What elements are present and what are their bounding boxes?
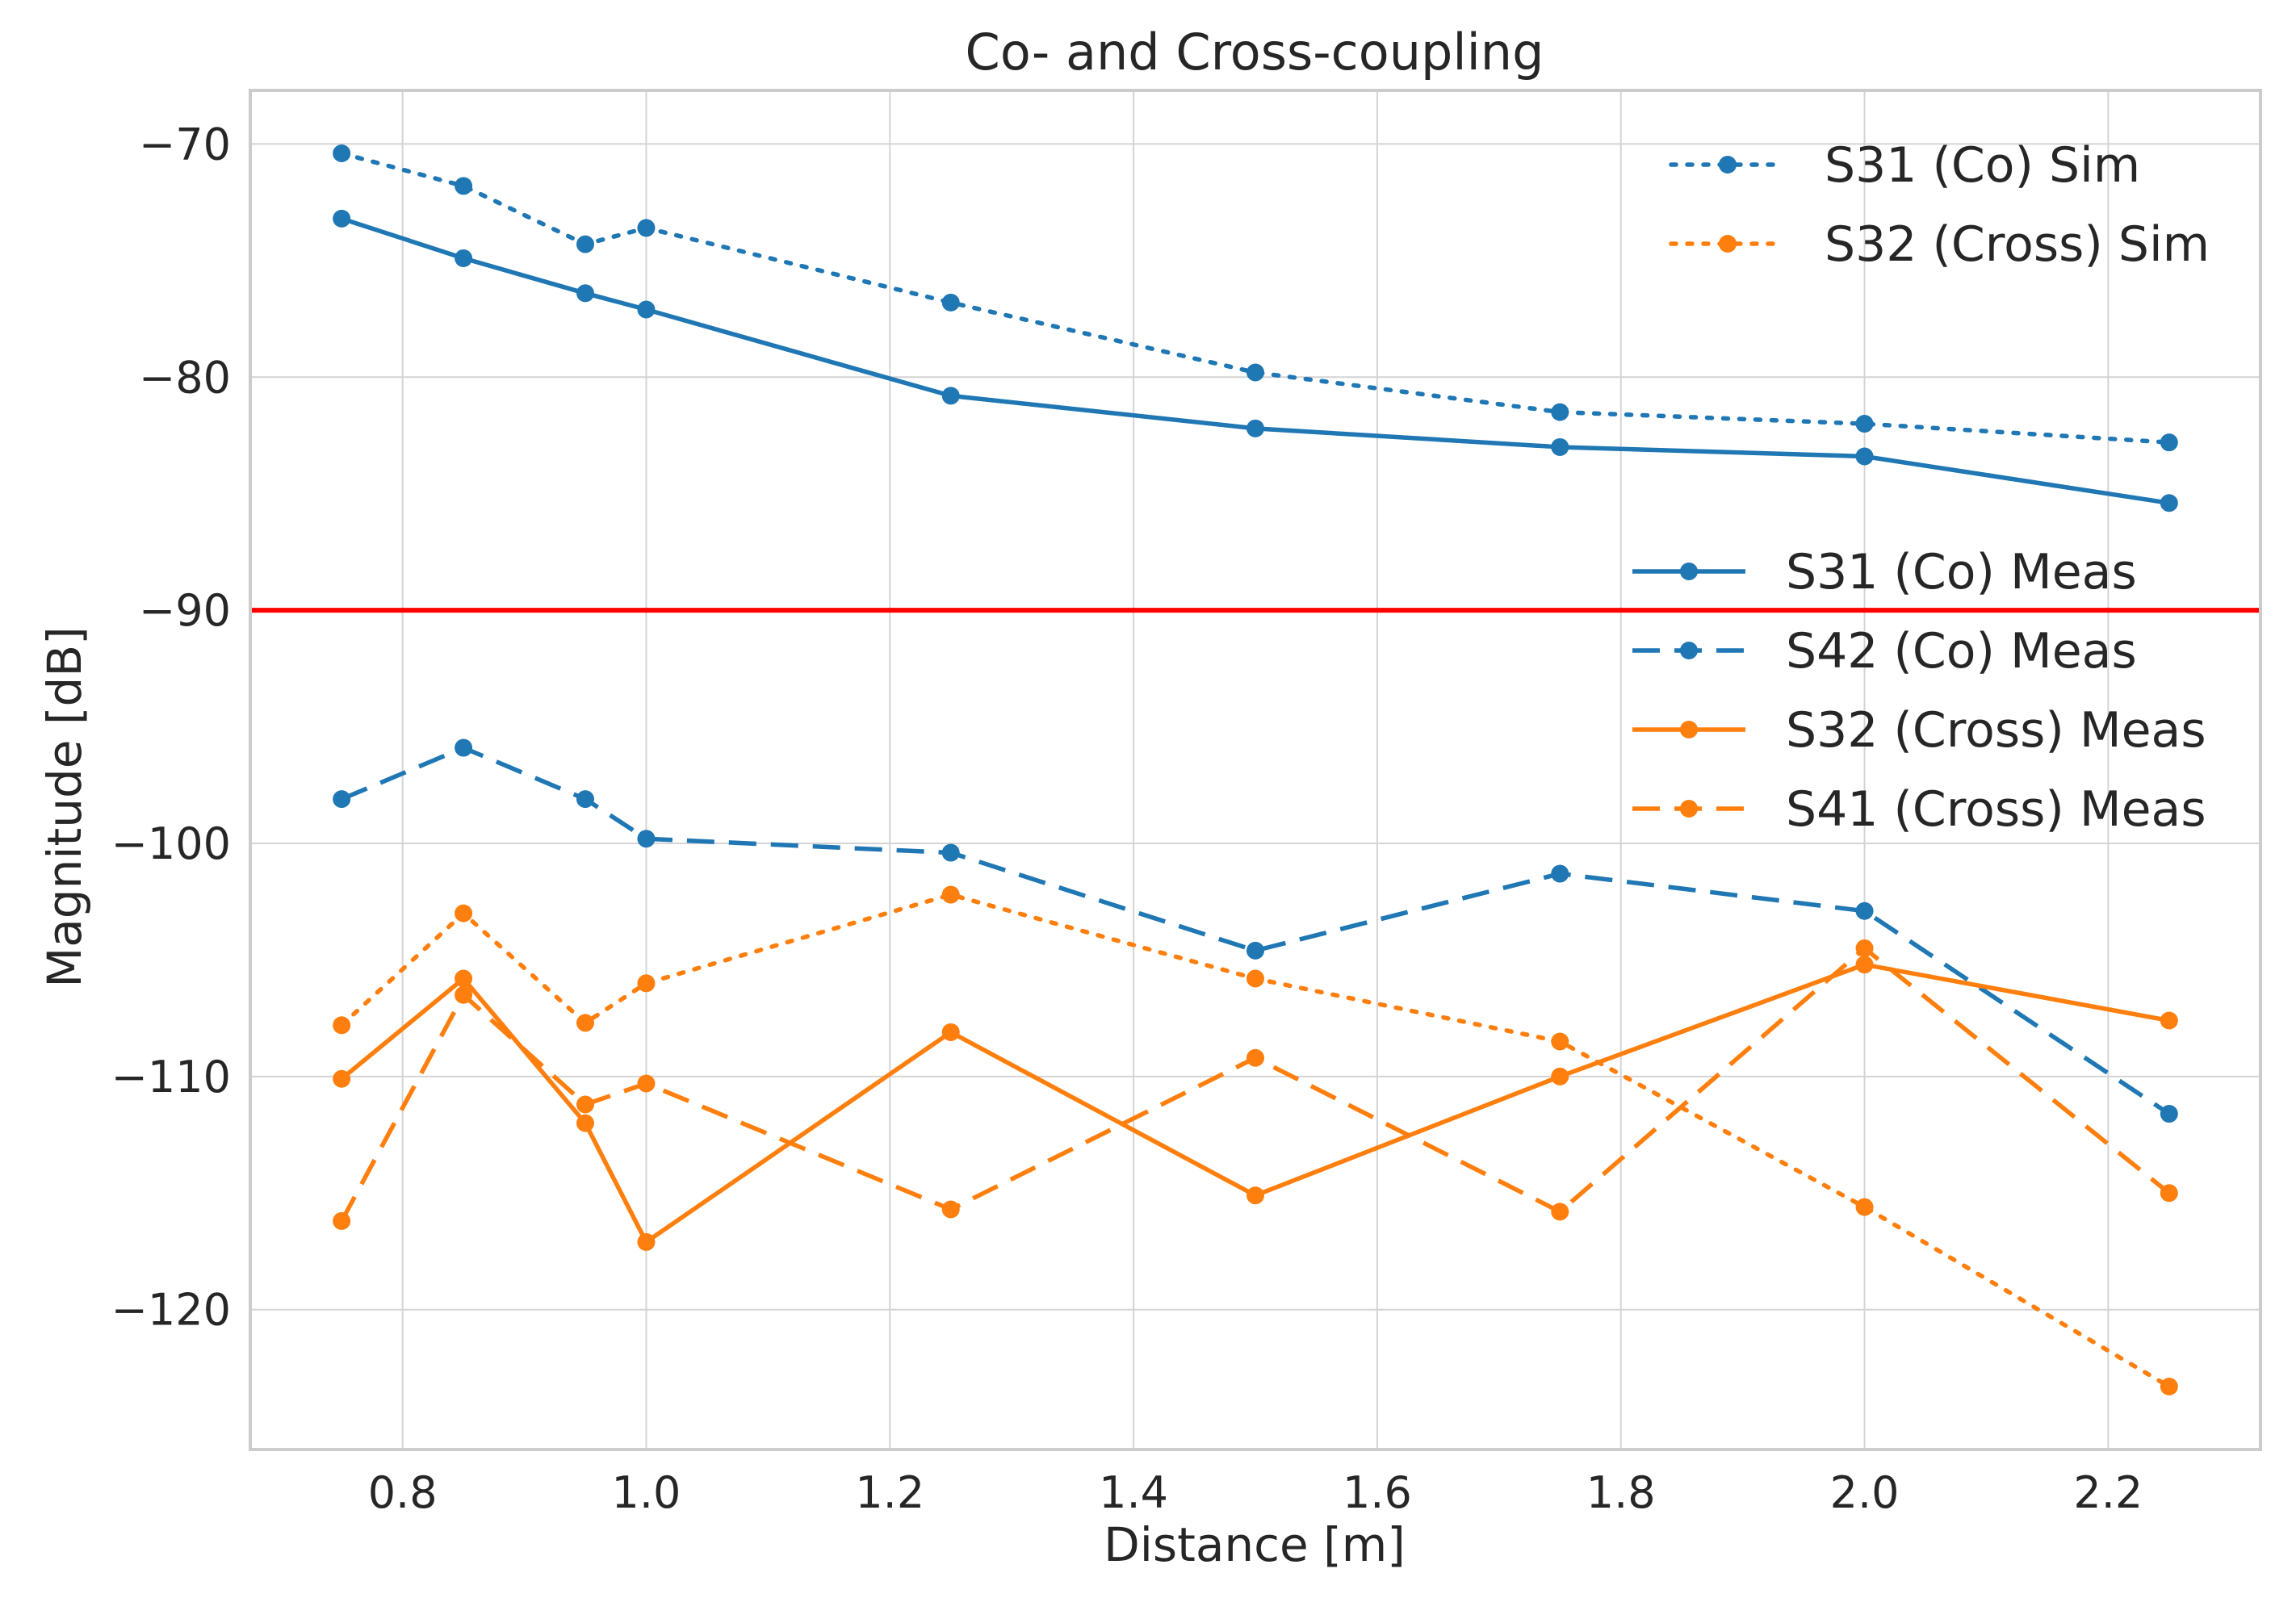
data-point (941, 293, 960, 312)
data-point (2160, 1011, 2178, 1030)
series-s32-cross-sim (333, 885, 2178, 1396)
data-point (576, 235, 594, 253)
data-point (941, 1023, 960, 1041)
y-tick-label: −120 (111, 1285, 231, 1336)
data-point (576, 284, 594, 303)
data-point (637, 830, 656, 848)
legend-label: S42 (Co) Meas (1786, 623, 2137, 680)
series-s42-co-meas (333, 738, 2178, 1123)
data-point (455, 738, 473, 757)
data-point (576, 790, 594, 809)
x-tick-label: 1.6 (1343, 1467, 1412, 1518)
grid (250, 90, 2260, 1449)
x-tick-label: 1.8 (1586, 1467, 1656, 1518)
data-point (333, 1211, 351, 1230)
series-line (339, 151, 2172, 445)
data-point (455, 249, 473, 267)
data-point (1855, 956, 1874, 974)
data-point (2160, 494, 2178, 512)
data-point (1246, 363, 1264, 382)
data-point (1551, 437, 1569, 456)
data-point (941, 1200, 960, 1219)
data-point (1246, 419, 1264, 437)
series-s41-cross-meas (333, 939, 2178, 1230)
data-point (941, 885, 960, 904)
data-point (1551, 403, 1569, 421)
chart-title: Co- and Cross-coupling (966, 23, 1544, 82)
legend-marker (1680, 563, 1698, 580)
data-point (1855, 447, 1874, 466)
data-point (1246, 969, 1264, 988)
x-tick-label: 1.4 (1099, 1467, 1168, 1518)
x-tick-label: 2.0 (1830, 1467, 1900, 1518)
data-point (941, 843, 960, 862)
y-tick-label: −80 (139, 352, 231, 403)
legend-label: S31 (Co) Sim (1825, 137, 2140, 194)
data-point (2160, 433, 2178, 452)
legend-label: S32 (Cross) Sim (1825, 216, 2210, 273)
data-point (637, 1074, 656, 1093)
series-layer (333, 144, 2178, 1396)
data-point (333, 1016, 351, 1035)
legend-marker (1719, 156, 1737, 174)
x-tick-labels: 0.8 1.0 1.2 1.4 1.6 1.8 2.0 2.2 (368, 1467, 2143, 1518)
data-point (1551, 1032, 1569, 1051)
data-point (2160, 1184, 2178, 1203)
data-point (333, 1069, 351, 1088)
plot-frame (249, 89, 2262, 1451)
legend-marker (1719, 235, 1737, 253)
data-point (576, 1014, 594, 1032)
y-tick-label: −100 (111, 818, 231, 869)
x-tick-label: 1.0 (612, 1467, 681, 1518)
data-point (1246, 1186, 1264, 1205)
y-tick-labels: −70 −80 −90 −100 −110 −120 (111, 119, 231, 1335)
data-point (333, 790, 351, 809)
data-point (637, 1232, 656, 1251)
data-point (1551, 1203, 1569, 1221)
legend-center-right: S31 (Co) Meas S42 (Co) Meas S32 (Cross) Me… (1632, 544, 2206, 838)
data-point (333, 209, 351, 228)
series-s31-co-sim (333, 144, 2178, 452)
data-point (1855, 1198, 1874, 1216)
data-point (576, 1095, 594, 1114)
y-axis-label: Magnitude [dB] (37, 626, 92, 988)
y-tick-label: −110 (111, 1052, 231, 1102)
series-s32-cross-meas (333, 956, 2178, 1251)
data-point (455, 985, 473, 1004)
legend-label: S41 (Cross) Meas (1786, 781, 2206, 838)
data-point (1246, 1048, 1264, 1067)
legend-marker (1680, 721, 1698, 738)
data-point (1855, 415, 1874, 433)
data-point (2160, 1105, 2178, 1123)
data-point (637, 300, 656, 319)
x-tick-label: 0.8 (368, 1467, 438, 1518)
data-point (941, 387, 960, 405)
y-tick-label: −90 (139, 585, 231, 636)
data-point (1551, 864, 1569, 883)
data-point (2160, 1378, 2178, 1396)
data-point (455, 904, 473, 922)
data-point (1855, 901, 1874, 920)
legend-label: S32 (Cross) Meas (1786, 702, 2206, 759)
legend-marker (1680, 642, 1698, 659)
data-point (1246, 941, 1264, 960)
data-point (1855, 939, 1874, 957)
data-point (333, 144, 351, 162)
legend-upper-right: S31 (Co) Sim S32 (Cross) Sim (1669, 137, 2210, 273)
data-point (1551, 1067, 1569, 1086)
data-point (455, 177, 473, 195)
y-tick-label: −70 (139, 119, 231, 169)
x-axis-label: Distance [m] (1104, 1517, 1406, 1572)
data-point (455, 969, 473, 988)
data-point (576, 1114, 594, 1132)
legend-marker (1680, 800, 1698, 818)
x-tick-label: 1.2 (855, 1467, 924, 1518)
x-tick-label: 2.2 (2073, 1467, 2143, 1518)
legend-layer: S31 (Co) Sim S32 (Cross) Sim S31 (Co) Meas… (1632, 137, 2210, 838)
series-s31-co-meas (333, 209, 2178, 512)
legend-label: S31 (Co) Meas (1786, 544, 2137, 600)
data-point (637, 974, 656, 993)
data-point (637, 219, 656, 237)
